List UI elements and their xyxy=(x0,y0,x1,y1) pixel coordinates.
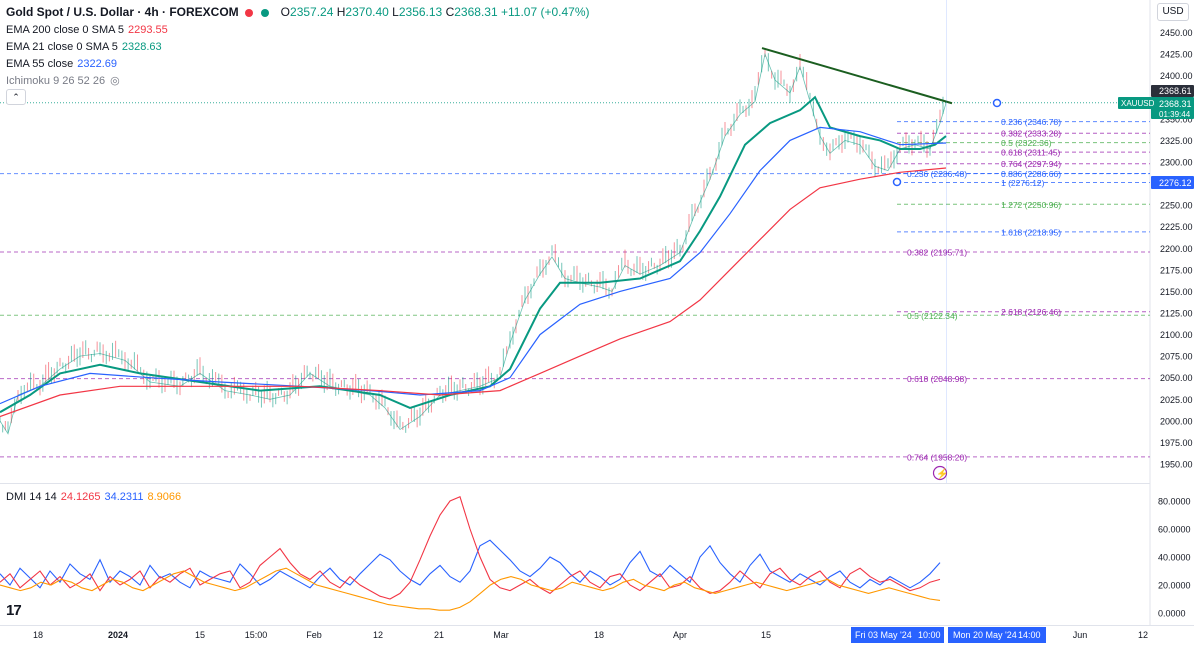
trendline-anchor-handle xyxy=(992,98,1002,108)
price-tick-label: 2125.00 xyxy=(1160,308,1193,318)
time-highlight-1-time: 10:00 xyxy=(918,630,941,640)
dmi-legend[interactable]: DMI 14 14 24.1265 34.2311 8.9066 xyxy=(6,491,182,503)
fib-extension-label-4: 0.764 (2297.94) xyxy=(1001,159,1061,169)
fib-extension-label-0: 0.236 (2346.78) xyxy=(1001,117,1061,127)
series-line-ema-21 xyxy=(0,95,947,414)
event-icon xyxy=(932,465,948,481)
time-highlight-1-label: Fri 03 May '24 xyxy=(855,630,912,640)
dmi-line-minus-di xyxy=(0,496,941,600)
price-tick-label: 2325.00 xyxy=(1160,136,1193,146)
symbol-tag-badge xyxy=(1118,97,1152,109)
symbol-tag-label: XAUUSD xyxy=(1121,99,1155,108)
currency-button[interactable]: USD xyxy=(1157,3,1189,21)
time-tick-label: 12 xyxy=(1138,630,1148,640)
time-highlight-2 xyxy=(948,627,1046,643)
time-highlight-1 xyxy=(851,627,944,643)
lightning-icon: ⚡ xyxy=(936,467,948,480)
time-tick-label: 18 xyxy=(594,630,604,640)
dmi-tick-label: 40.0000 xyxy=(1158,553,1191,563)
last-price-badge xyxy=(1151,97,1194,119)
dmi-tick-label: 80.0000 xyxy=(1158,497,1191,507)
dmi-line-adx xyxy=(0,567,941,611)
fib-retracement-label-0: 0.236 (2286.48) xyxy=(907,169,967,179)
fib-extension-label-6: 1 (2276.12) xyxy=(1001,178,1045,188)
fib-retracement-label-1: 0.382 (2195.71) xyxy=(907,247,967,257)
fib-extension-label-7: 1.272 (2250.96) xyxy=(1001,200,1061,210)
fib-retracement-label-3: 0.618 (2048.98) xyxy=(907,374,967,384)
price-tick-label: 2100.00 xyxy=(1160,330,1193,340)
countdown-label: 01:39:44 xyxy=(1159,110,1191,119)
indicator-ema55[interactable]: EMA 55 close 2322.69 xyxy=(6,58,118,70)
fib-extension-label-5: 0.886 (2286.66) xyxy=(1001,169,1061,179)
fib-extension-label-1: 0.382 (2333.28) xyxy=(1001,129,1061,139)
price-tick-label: 2450.00 xyxy=(1160,28,1193,38)
time-tick-label: 15:00 xyxy=(245,630,268,640)
selection-shade xyxy=(946,0,947,483)
fib-extension-label-3: 0.618 (2311.45) xyxy=(1001,148,1061,158)
fib-extension-label-2: 0.5 (2322.36) xyxy=(1001,138,1052,148)
dmi-tick-label: 20.0000 xyxy=(1158,581,1191,591)
dmi-tick-label: 60.0000 xyxy=(1158,525,1191,535)
symbol-header: Gold Spot / U.S. Dollar · 4h · FOREXCOM O… xyxy=(6,5,590,19)
eye-hidden-icon[interactable]: ◎ xyxy=(110,75,120,87)
level-price-badge xyxy=(1151,176,1194,189)
time-highlight-2-time: 14:00 xyxy=(1018,630,1041,640)
price-tick-label: 2300.00 xyxy=(1160,157,1193,167)
symbol-title[interactable]: Gold Spot / U.S. Dollar · 4h · FOREXCOM xyxy=(6,5,239,19)
time-tick-label: 2024 xyxy=(108,630,128,640)
time-tick-label: Feb xyxy=(306,630,322,640)
fib-retracement-label-4: 0.764 (1958.20) xyxy=(907,452,967,462)
price-tick-label: 2075.00 xyxy=(1160,352,1193,362)
time-tick-label: Apr xyxy=(673,630,687,640)
time-tick-label: 18 xyxy=(33,630,43,640)
indicator-ema200[interactable]: EMA 200 close 0 SMA 5 2293.55 xyxy=(6,24,168,36)
collapse-legend-button[interactable]: ⌃ xyxy=(6,89,26,105)
price-tick-label: 2025.00 xyxy=(1160,395,1193,405)
indicator-ema21[interactable]: EMA 21 close 0 SMA 5 2328.63 xyxy=(6,41,162,53)
dmi-tick-label: 0.0000 xyxy=(1158,609,1186,619)
series-line-ema-55 xyxy=(0,126,947,405)
level-price-label: 2276.12 xyxy=(1159,178,1192,188)
price-tick-label: 1975.00 xyxy=(1160,438,1193,448)
price-tick-label: 2400.00 xyxy=(1160,71,1193,81)
price-tick-label: 1950.00 xyxy=(1160,460,1193,470)
chevron-up-icon: ⌃ xyxy=(12,92,20,102)
time-tick-label: 21 xyxy=(434,630,444,640)
time-tick-label: 15 xyxy=(761,630,771,640)
fib-anchor-handle xyxy=(892,177,902,187)
last-price-label: 2368.31 xyxy=(1159,99,1192,109)
trendline xyxy=(761,47,953,105)
series-line-xauusd xyxy=(0,52,947,435)
live-indicator-dot xyxy=(260,8,269,17)
ohlc-values: O2357.24 H2370.40 L2356.13 C2368.31 +11.… xyxy=(280,5,590,19)
fib-extension-label-8: 1.618 (2218.95) xyxy=(1001,227,1061,237)
price-tick-label: 2350.00 xyxy=(1160,114,1193,124)
indicator-ichimoku[interactable]: Ichimoku 9 26 52 26 ◎ xyxy=(6,75,120,87)
fib-retracement-label-2: 0.5 (2122.34) xyxy=(907,311,958,321)
price-tick-label: 2050.00 xyxy=(1160,373,1193,383)
price-tick-label: 2200.00 xyxy=(1160,244,1193,254)
line-price-label: 2368.61 xyxy=(1159,86,1192,96)
market-status-dot xyxy=(244,8,253,17)
fib-extension-label-9: 2.618 (2126.46) xyxy=(1001,307,1061,317)
price-tick-label: 2000.00 xyxy=(1160,416,1193,426)
price-tick-label: 2175.00 xyxy=(1160,265,1193,275)
time-tick-label: 12 xyxy=(373,630,383,640)
time-tick-label: 15 xyxy=(195,630,205,640)
price-tick-label: 2250.00 xyxy=(1160,201,1193,211)
price-tick-label: 2425.00 xyxy=(1160,50,1193,60)
tradingview-logo: 17 xyxy=(6,602,22,619)
time-tick-label: Jun xyxy=(1073,630,1088,640)
time-tick-label: Mar xyxy=(493,630,509,640)
price-tick-label: 2225.00 xyxy=(1160,222,1193,232)
line-price-badge xyxy=(1151,85,1194,97)
dmi-line-plus-di xyxy=(0,539,941,589)
series-line-ema-200 xyxy=(0,167,947,418)
price-tick-label: 2150.00 xyxy=(1160,287,1193,297)
time-highlight-2-label: Mon 20 May '24 xyxy=(953,630,1017,640)
